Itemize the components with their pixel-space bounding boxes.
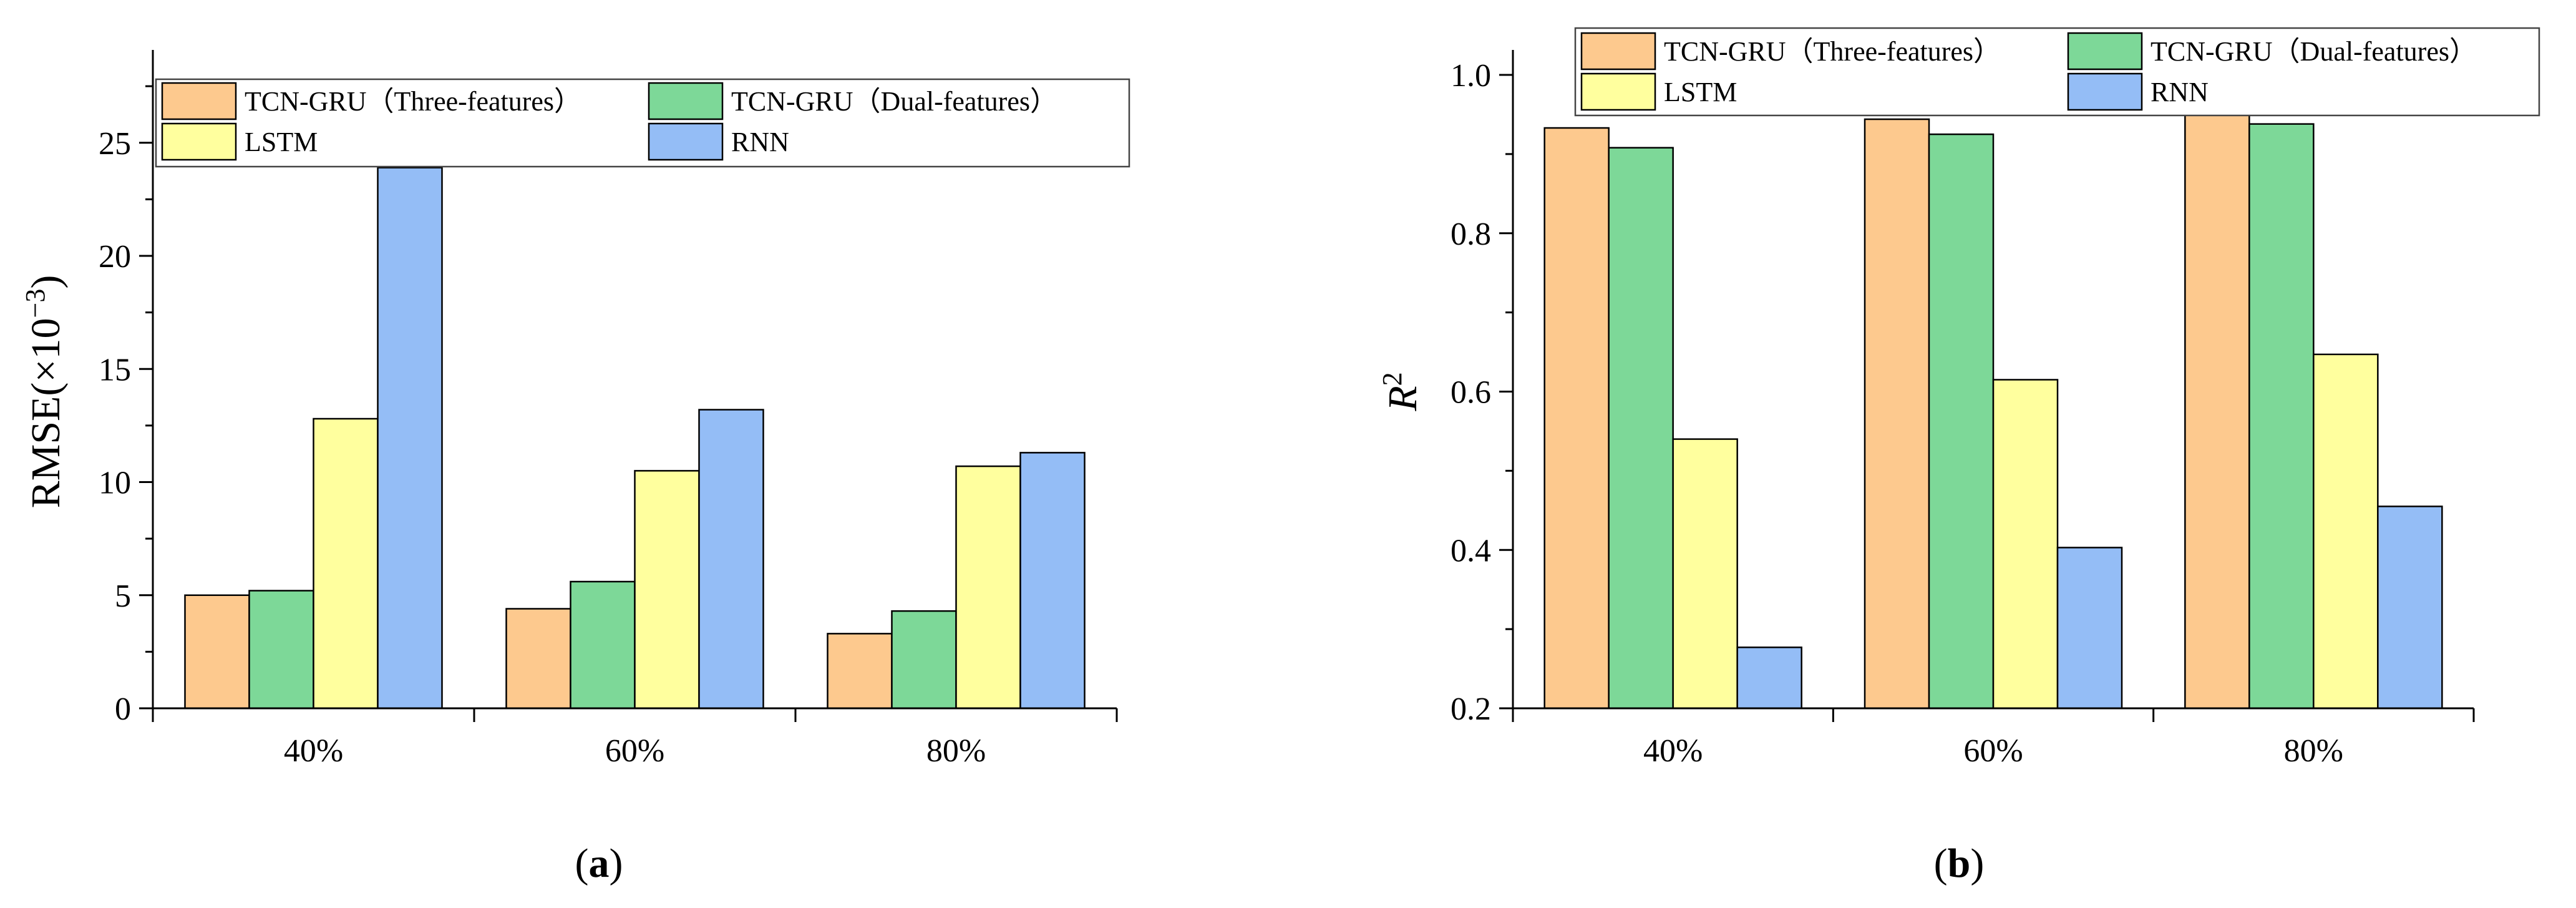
legend-label: TCN-GRU（Dual-features） xyxy=(731,86,1057,117)
bar-60pct-4 xyxy=(2056,547,2123,710)
y-tick-label: 0.6 xyxy=(1451,375,1491,411)
legend-box xyxy=(1574,27,2540,117)
bar-40pct-3 xyxy=(313,417,379,710)
panel-label-letter: a xyxy=(589,841,610,886)
panel-label: (b) xyxy=(1934,841,1985,886)
bar-40pct-1 xyxy=(184,594,250,710)
legend-swatch xyxy=(161,82,237,120)
bar-60pct-2 xyxy=(570,580,636,710)
panel-label-open: ( xyxy=(575,841,589,886)
bar-80pct-1 xyxy=(827,633,893,710)
panel-label-close: ) xyxy=(1970,841,1984,886)
chart-r-squared: 0.2 0.4 0.6 0.8 1.0 40% 60% 80% R2 TCN-GRU（Three-… xyxy=(1377,27,2540,886)
bar-60pct-2 xyxy=(1928,133,1995,710)
y-tick-label: 10 xyxy=(99,466,131,501)
bar-40pct-3 xyxy=(1672,438,1738,710)
chart-rmse: 0 5 10 15 20 25 40% 60% 80% RMSE(×10−3) TCN-GRU（Th… xyxy=(20,50,1130,886)
legend-label: TCN-GRU（Three-features） xyxy=(1664,36,2001,67)
bar-60pct-1 xyxy=(1864,118,1930,710)
legend-label: RNN xyxy=(2151,77,2209,107)
y-tick-label: 15 xyxy=(99,352,131,388)
bar-80pct-1 xyxy=(2184,102,2250,710)
bar-40pct-4 xyxy=(1736,647,1802,710)
legend-label: RNN xyxy=(731,127,789,157)
x-tick-label: 80% xyxy=(926,733,986,769)
x-tick-label: 60% xyxy=(605,733,664,769)
legend-label: LSTM xyxy=(245,127,318,157)
bar-60pct-3 xyxy=(1992,379,2059,710)
y-axis-title-exponent: 2 xyxy=(1377,372,1407,386)
y-axis-title-close: ) xyxy=(23,275,69,289)
bar-40pct-2 xyxy=(248,590,314,710)
legend-label: TCN-GRU（Three-features） xyxy=(245,86,581,117)
y-axis-title-exponent: −3 xyxy=(20,289,51,318)
legend-box xyxy=(155,78,1130,168)
x-tick-label: 40% xyxy=(1643,733,1703,769)
bar-80pct-4 xyxy=(2377,505,2443,710)
legend-label: TCN-GRU（Dual-features） xyxy=(2151,36,2477,67)
legend-swatch xyxy=(1580,72,1656,111)
bar-60pct-4 xyxy=(698,409,764,710)
bar-60pct-1 xyxy=(505,608,571,710)
y-tick-label: 1.0 xyxy=(1451,58,1491,94)
y-axis-title-main: R xyxy=(1380,386,1426,411)
legend-swatch xyxy=(2067,32,2143,71)
y-tick-label: 20 xyxy=(99,239,131,275)
y-axis-title: R2 xyxy=(1377,372,1426,411)
bar-40pct-2 xyxy=(1608,147,1674,710)
bar-40pct-4 xyxy=(377,167,443,710)
x-tick-label: 80% xyxy=(2284,733,2343,769)
legend-swatch xyxy=(648,82,724,120)
bar-80pct-2 xyxy=(891,610,957,710)
y-tick-label: 25 xyxy=(99,126,131,162)
bar-60pct-3 xyxy=(634,470,700,710)
bar-80pct-3 xyxy=(2313,353,2379,710)
y-tick-label: 0.8 xyxy=(1451,217,1491,252)
legend-label: LSTM xyxy=(1664,77,1737,107)
panel-label-close: ) xyxy=(610,841,623,886)
bar-80pct-4 xyxy=(1019,452,1086,710)
y-tick-label: 5 xyxy=(115,578,131,614)
legend-swatch xyxy=(161,122,237,161)
panel-label-letter: b xyxy=(1948,841,1971,886)
bar-40pct-1 xyxy=(1543,127,1610,710)
legend-swatch xyxy=(1580,32,1656,71)
y-tick-label: 0.2 xyxy=(1451,691,1491,727)
y-axis-title: RMSE(×10−3) xyxy=(20,275,69,509)
x-tick-label: 40% xyxy=(284,733,343,769)
y-axis-title-main: RMSE(×10 xyxy=(23,318,69,508)
x-tick-label: 60% xyxy=(1963,733,2023,769)
legend-swatch xyxy=(648,122,724,161)
panel-label: (a) xyxy=(575,841,623,886)
bar-80pct-2 xyxy=(2248,123,2315,710)
legend-swatch xyxy=(2067,72,2143,111)
y-tick-label: 0 xyxy=(115,691,131,727)
y-tick-label: 0.4 xyxy=(1451,533,1491,569)
panel-label-open: ( xyxy=(1934,841,1948,886)
bar-80pct-3 xyxy=(955,465,1021,710)
